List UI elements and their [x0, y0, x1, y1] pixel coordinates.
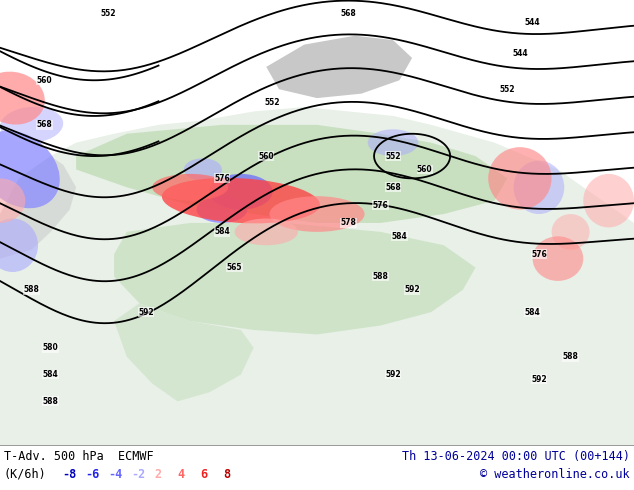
Text: 568: 568: [341, 9, 356, 18]
Text: 592: 592: [404, 285, 420, 294]
Ellipse shape: [368, 129, 418, 156]
Text: 588: 588: [23, 285, 40, 294]
Text: 544: 544: [512, 49, 527, 58]
Text: -4: -4: [108, 468, 122, 481]
Polygon shape: [0, 107, 634, 446]
Text: -8: -8: [62, 468, 76, 481]
Ellipse shape: [184, 158, 222, 181]
Text: 592: 592: [138, 308, 153, 317]
Text: 552: 552: [385, 151, 401, 161]
Text: 580: 580: [43, 343, 58, 352]
Text: 552: 552: [265, 98, 280, 107]
Text: 568: 568: [37, 121, 52, 129]
Text: 576: 576: [531, 250, 547, 259]
Ellipse shape: [488, 147, 552, 210]
Text: -2: -2: [131, 468, 145, 481]
Ellipse shape: [269, 196, 365, 232]
Text: -6: -6: [85, 468, 100, 481]
Ellipse shape: [552, 214, 590, 250]
Ellipse shape: [0, 72, 45, 124]
Text: 588: 588: [562, 352, 579, 361]
Polygon shape: [114, 303, 254, 401]
Text: 576: 576: [214, 174, 230, 183]
Polygon shape: [0, 156, 76, 259]
Ellipse shape: [162, 178, 320, 223]
Text: 584: 584: [392, 232, 407, 241]
Text: 588: 588: [372, 272, 389, 281]
Text: 592: 592: [385, 370, 401, 379]
Ellipse shape: [583, 174, 634, 227]
Text: 6: 6: [200, 468, 207, 481]
Ellipse shape: [197, 196, 247, 223]
Text: 552: 552: [100, 9, 115, 18]
Text: 568: 568: [385, 183, 401, 192]
Ellipse shape: [235, 219, 298, 245]
Text: Th 13-06-2024 00:00 UTC (00+144): Th 13-06-2024 00:00 UTC (00+144): [402, 449, 630, 463]
Ellipse shape: [152, 174, 228, 201]
Text: 560: 560: [417, 165, 432, 174]
Polygon shape: [266, 36, 412, 98]
Ellipse shape: [533, 236, 583, 281]
Text: 2: 2: [154, 468, 161, 481]
Text: 8: 8: [223, 468, 230, 481]
Text: T-Adv. 500 hPa  ECMWF: T-Adv. 500 hPa ECMWF: [4, 449, 153, 463]
Text: © weatheronline.co.uk: © weatheronline.co.uk: [481, 468, 630, 481]
Ellipse shape: [514, 161, 564, 214]
Ellipse shape: [0, 178, 25, 223]
Text: (K/6h): (K/6h): [4, 468, 47, 481]
Polygon shape: [76, 125, 507, 223]
Text: 584: 584: [525, 308, 540, 317]
Text: 4: 4: [177, 468, 184, 481]
Ellipse shape: [0, 219, 38, 272]
Text: 560: 560: [259, 151, 274, 161]
Ellipse shape: [0, 131, 60, 208]
Ellipse shape: [0, 107, 63, 143]
Text: 552: 552: [500, 85, 515, 94]
Ellipse shape: [209, 174, 273, 210]
Polygon shape: [114, 223, 476, 334]
Text: 576: 576: [373, 200, 388, 210]
Text: 592: 592: [531, 374, 547, 384]
Text: 584: 584: [214, 227, 230, 236]
Text: 560: 560: [37, 76, 52, 85]
Text: 544: 544: [525, 18, 540, 27]
Text: 584: 584: [43, 370, 58, 379]
Text: 588: 588: [42, 397, 59, 406]
Text: 578: 578: [340, 219, 357, 227]
Text: 565: 565: [227, 263, 242, 272]
